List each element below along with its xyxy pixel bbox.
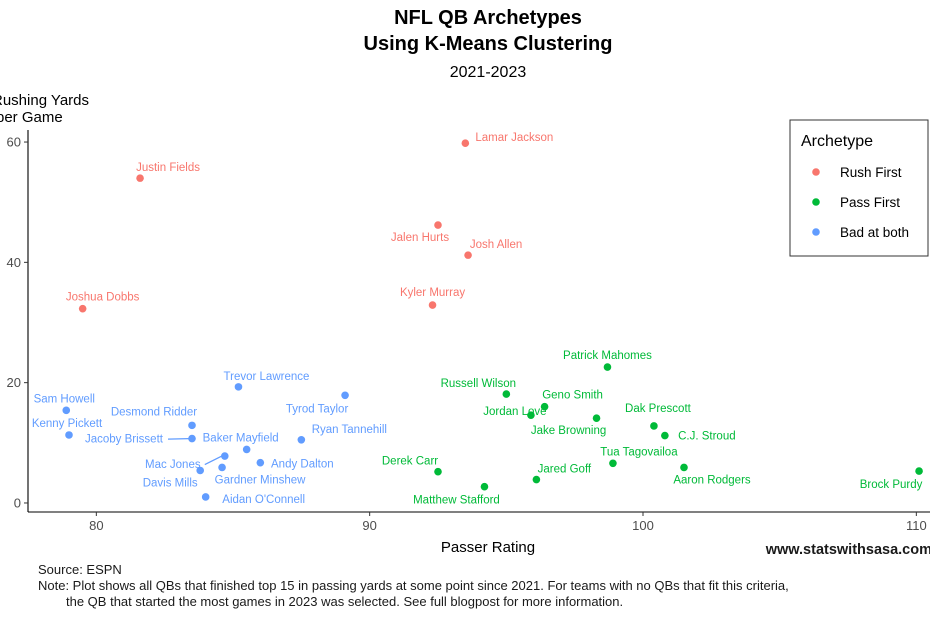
point-jordan-love: [527, 411, 535, 419]
point-label-geno-smith: Geno Smith: [542, 390, 603, 402]
point-label-tyrod-taylor: Tyrod Taylor: [286, 403, 349, 415]
caption-source: Source: ESPN: [38, 562, 122, 577]
point-tua-tagovailoa: [609, 459, 617, 468]
point-label-baker-mayfield: Baker Mayfield: [203, 432, 279, 444]
x-tick-label: 80: [89, 518, 103, 533]
point-aaron-rodgers: [680, 463, 688, 472]
point-josh-allen: [464, 251, 472, 259]
y-axis-title-line2: per Game: [0, 109, 63, 126]
point-label-ryan-tannehill: Ryan Tannehill: [312, 424, 387, 436]
point-mac-jones: [221, 452, 229, 460]
point-matthew-stafford: [480, 482, 489, 491]
point-label-derek-carr: Derek Carr: [382, 456, 438, 468]
x-axis-title: Passer Rating: [441, 539, 535, 556]
point-label-patrick-mahomes: Patrick Mahomes: [563, 350, 652, 362]
point-sam-howell: [62, 406, 71, 415]
point-labels: Lamar Jackson Justin Fields Jalen Hurts Jos…: [32, 132, 923, 506]
point-label-jake-browning: Jake Browning: [531, 425, 606, 437]
chart-subtitle: 2021-2023: [450, 64, 527, 81]
label-connector: [204, 455, 223, 466]
point-jalen-hurts: [434, 221, 442, 229]
point-label-jacoby-brissett: Jacoby Brissett: [85, 434, 164, 446]
point-label-tua-tagovailoa: Tua Tagovailoa: [600, 446, 678, 458]
legend-label-bad-at-both: Bad at both: [840, 225, 909, 240]
point-label-davis-mills: Davis Mills: [143, 477, 198, 489]
point-label-jalen-hurts: Jalen Hurts: [391, 232, 449, 244]
point-jacoby-brissett: [188, 434, 196, 443]
legend-key-rush-first: [812, 168, 820, 176]
label-connector: [167, 437, 190, 440]
point-label-andy-dalton: Andy Dalton: [271, 459, 334, 471]
x-tick-label: 90: [362, 518, 376, 533]
point-label-brock-purdy: Brock Purdy: [860, 479, 923, 491]
point-andy-dalton: [256, 458, 265, 467]
point-label-matthew-stafford: Matthew Stafford: [413, 495, 500, 507]
point-desmond-ridder: [188, 421, 196, 430]
point-label-aidan-o-connell: Aidan O'Connell: [222, 494, 305, 506]
y-tick-label: 40: [7, 255, 21, 270]
point-label-gardner-minshew: Gardner Minshew: [215, 474, 306, 486]
point-jake-browning: [592, 414, 601, 422]
point-trevor-lawrence: [234, 383, 243, 391]
point-tyrod-taylor: [341, 391, 349, 400]
watermark: www.statswithsasa.com: [765, 542, 930, 558]
point-joshua-dobbs: [78, 304, 87, 313]
chart-title-line1: NFL QB Archetypes: [394, 7, 582, 29]
point-label-dak-prescott: Dak Prescott: [625, 403, 692, 415]
y-tick-label: 0: [14, 495, 21, 510]
point-label-sam-howell: Sam Howell: [34, 393, 95, 405]
point-davis-mills: [196, 466, 204, 475]
point-geno-smith: [540, 402, 549, 411]
point-label-desmond-ridder: Desmond Ridder: [111, 406, 197, 418]
point-patrick-mahomes: [603, 363, 612, 371]
point-label-trevor-lawrence: Trevor Lawrence: [224, 371, 310, 383]
point-label-jordan-love: Jordan Love: [483, 406, 546, 418]
point-jared-goff: [532, 475, 541, 484]
point-label-kenny-pickett: Kenny Pickett: [32, 418, 103, 430]
point-russell-wilson: [502, 390, 511, 398]
point-justin-fields: [136, 174, 144, 182]
x-tick-label: 110: [906, 518, 927, 533]
legend-label-pass-first: Pass First: [840, 195, 900, 210]
point-label-russell-wilson: Russell Wilson: [441, 378, 516, 390]
point-label-kyler-murray: Kyler Murray: [400, 287, 465, 299]
legend-label-rush-first: Rush First: [840, 165, 902, 180]
x-tick-label: 100: [632, 518, 654, 533]
y-tick-label: 60: [7, 135, 21, 150]
point-label-josh-allen: Josh Allen: [470, 239, 522, 251]
point-label-lamar-jackson: Lamar Jackson: [475, 132, 553, 144]
y-axis-title-line1: Rushing Yards: [0, 92, 89, 109]
point-label-aaron-rodgers: Aaron Rodgers: [673, 474, 751, 486]
legend-key-pass-first: [812, 198, 820, 206]
point-derek-carr: [434, 467, 442, 476]
point-brock-purdy: [915, 467, 923, 475]
point-kyler-murray: [428, 301, 437, 309]
point-kenny-pickett: [65, 431, 73, 439]
point-label-joshua-dobbs: Joshua Dobbs: [66, 292, 140, 304]
axes: 0 20 40 60 80 90 100 110: [7, 130, 930, 533]
point-baker-mayfield: [242, 445, 251, 454]
data-points: [62, 139, 923, 501]
point-lamar-jackson: [461, 139, 470, 148]
point-c-j-stroud: [661, 431, 669, 440]
chart-title-line2: Using K-Means Clustering: [364, 33, 613, 55]
point-label-c-j-stroud: C.J. Stroud: [678, 431, 736, 443]
point-label-justin-fields: Justin Fields: [136, 162, 200, 174]
legend-key-bad-at-both: [812, 228, 820, 236]
point-ryan-tannehill: [297, 436, 306, 444]
point-aidan-o-connell: [201, 493, 210, 501]
point-label-mac-jones: Mac Jones: [145, 459, 201, 471]
caption-note-line2: the QB that started the most games in 20…: [66, 594, 624, 609]
y-tick-label: 20: [7, 375, 21, 390]
legend: Archetype Rush First Pass First Bad at b…: [789, 119, 929, 257]
caption-note-line1: Note: Plot shows all QBs that finished t…: [38, 578, 789, 593]
legend-title: Archetype: [801, 133, 873, 150]
point-label-jared-goff: Jared Goff: [538, 464, 592, 476]
point-gardner-minshew: [218, 463, 226, 472]
point-dak-prescott: [650, 422, 658, 430]
